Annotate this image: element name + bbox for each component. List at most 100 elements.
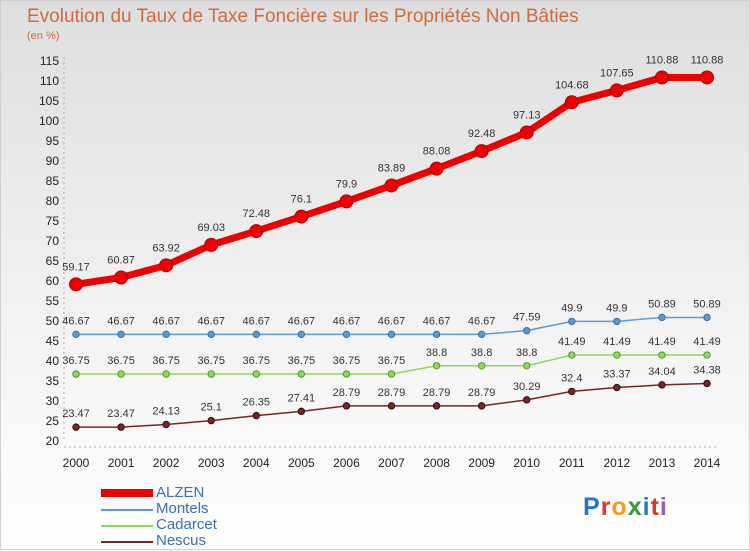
data-label-cadarcet: 38.8	[471, 347, 492, 359]
x-tick-label: 2007	[378, 456, 405, 470]
data-point-nescus	[703, 379, 711, 388]
y-tick-label: 45	[46, 334, 60, 348]
data-point-alzen	[294, 209, 309, 224]
data-point-nescus	[162, 420, 170, 429]
data-point-alzen	[564, 95, 579, 110]
data-label-cadarcet: 36.75	[62, 355, 90, 367]
data-label-montels: 46.67	[62, 315, 90, 327]
logo-letter: i	[659, 493, 668, 521]
data-label-montels: 46.67	[333, 315, 361, 327]
data-label-alzen: 83.89	[378, 162, 406, 174]
legend-label-nescus: Nescus	[156, 532, 207, 549]
data-label-alzen: 104.68	[555, 79, 589, 91]
data-label-cadarcet: 36.75	[243, 355, 271, 367]
data-label-montels: 46.67	[423, 315, 451, 327]
data-point-alzen	[249, 224, 264, 239]
chart-title: Evolution du Taux de Taxe Foncière sur l…	[27, 6, 579, 27]
data-point-alzen	[114, 270, 129, 285]
data-point-montels	[387, 330, 396, 339]
y-tick-label: 75	[46, 214, 60, 228]
data-point-montels	[658, 313, 666, 322]
data-point-nescus	[432, 402, 441, 410]
data-label-montels: 46.67	[152, 315, 180, 327]
data-point-montels	[568, 317, 576, 326]
data-point-cadarcet	[432, 362, 441, 370]
y-tick-label: 115	[40, 54, 59, 68]
data-label-montels: 46.67	[468, 315, 496, 327]
data-point-nescus	[342, 402, 351, 410]
data-label-nescus: 26.35	[243, 397, 271, 409]
data-point-alzen	[519, 125, 534, 140]
legend-swatch-alzen	[101, 489, 153, 497]
y-tick-label: 60	[46, 274, 60, 288]
y-tick-label: 65	[46, 254, 60, 268]
data-point-cadarcet	[703, 351, 711, 359]
data-point-cadarcet	[162, 370, 170, 378]
x-tick-label: 2005	[288, 456, 315, 470]
data-point-nescus	[477, 402, 486, 410]
x-tick-label: 2003	[198, 456, 225, 470]
data-label-alzen: 69.03	[197, 222, 225, 234]
data-point-nescus	[117, 423, 125, 431]
data-point-montels	[72, 330, 80, 339]
x-tick-label: 2013	[649, 456, 676, 470]
legend-label-cadarcet: Cadarcet	[156, 516, 217, 533]
data-label-montels: 46.67	[243, 315, 271, 327]
data-label-alzen: 88.08	[423, 146, 451, 158]
data-label-nescus: 28.79	[468, 387, 496, 399]
y-tick-label: 90	[46, 154, 60, 168]
data-point-montels	[432, 330, 441, 339]
data-label-nescus: 28.79	[378, 387, 406, 399]
y-tick-label: 20	[46, 434, 60, 448]
logo-letter: o	[611, 493, 628, 521]
y-tick-label: 50	[46, 314, 60, 328]
data-label-nescus: 23.47	[107, 408, 135, 420]
data-point-cadarcet	[72, 370, 80, 378]
data-label-montels: 47.59	[513, 312, 541, 324]
data-point-nescus	[523, 396, 531, 404]
data-label-montels: 46.67	[288, 315, 316, 327]
data-point-alzen	[339, 194, 354, 209]
data-label-cadarcet: 36.75	[333, 355, 361, 367]
data-point-nescus	[207, 416, 215, 425]
data-label-cadarcet: 41.49	[558, 336, 586, 348]
data-label-alzen: 63.92	[152, 242, 180, 254]
data-point-nescus	[387, 402, 396, 410]
data-label-cadarcet: 36.75	[378, 355, 406, 367]
data-point-cadarcet	[523, 362, 531, 370]
data-point-nescus	[252, 411, 260, 420]
logo-letter: P	[583, 493, 601, 521]
data-label-montels: 50.89	[693, 298, 721, 310]
data-label-cadarcet: 38.8	[426, 347, 447, 359]
data-point-montels	[523, 326, 531, 335]
data-label-montels: 46.67	[197, 315, 225, 327]
data-label-montels: 50.89	[648, 298, 676, 310]
y-tick-label: 85	[46, 174, 60, 188]
legend-swatch-montels	[101, 509, 153, 511]
data-point-montels	[342, 330, 351, 339]
data-label-nescus: 32.4	[561, 372, 582, 384]
data-point-alzen	[700, 70, 714, 85]
data-label-alzen: 59.17	[62, 261, 90, 273]
data-point-cadarcet	[387, 370, 396, 378]
y-tick-label: 25	[46, 414, 60, 428]
y-tick-label: 80	[46, 194, 60, 208]
x-tick-label: 2012	[604, 456, 631, 470]
x-tick-label: 2004	[243, 456, 270, 470]
data-label-alzen: 107.65	[600, 67, 634, 79]
data-label-alzen: 97.13	[513, 109, 541, 121]
x-tick-label: 2002	[153, 456, 180, 470]
data-label-alzen: 110.88	[691, 54, 724, 66]
data-label-montels: 46.67	[107, 315, 135, 327]
x-tick-label: 2009	[468, 456, 495, 470]
data-label-cadarcet: 36.75	[197, 355, 225, 367]
data-label-alzen: 72.48	[243, 208, 271, 220]
y-tick-label: 35	[46, 374, 60, 388]
data-label-alzen: 76.1	[291, 194, 312, 206]
data-point-cadarcet	[613, 351, 621, 359]
x-tick-label: 2001	[108, 456, 135, 470]
data-point-alzen	[474, 144, 489, 159]
data-label-nescus: 28.79	[333, 387, 361, 399]
legend-swatch-cadarcet	[101, 525, 153, 527]
